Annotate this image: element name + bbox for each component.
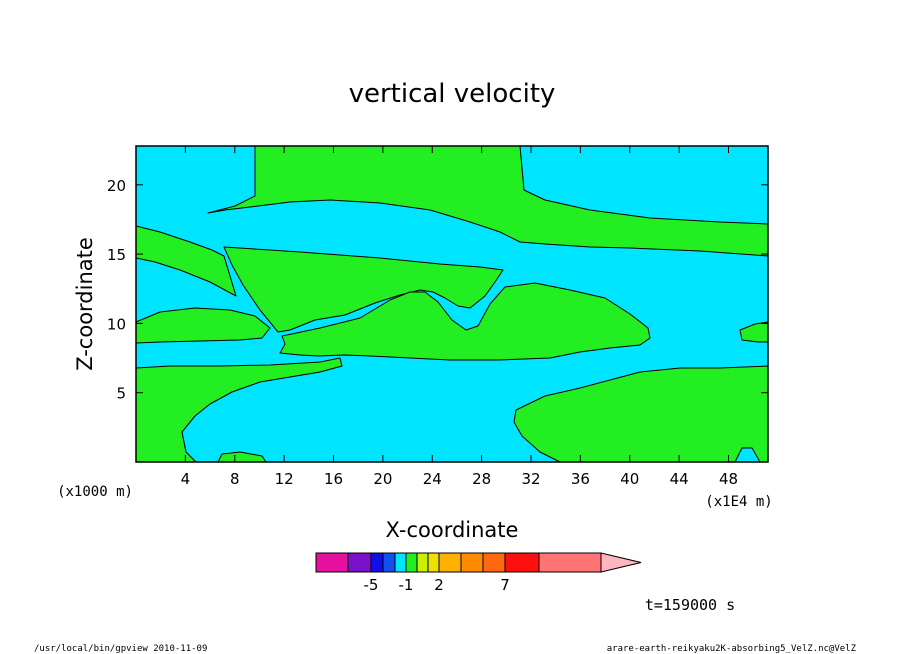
region-upper-band <box>207 145 769 257</box>
colorbar-label: 7 <box>500 576 510 594</box>
x-axis-ticks: 4 8 12 16 20 24 28 32 36 40 44 48 <box>181 146 738 488</box>
colorbar-labels: -5 -1 2 7 <box>364 576 510 594</box>
footer-right: arare-earth-reikyaku2K-absorbing5_VelZ.n… <box>607 644 857 654</box>
y-axis-ticks: 5 10 15 20 <box>107 177 768 403</box>
x-tick-label: 16 <box>324 470 343 488</box>
positive-velocity-regions <box>135 145 769 463</box>
colorbar-swatch <box>370 552 384 573</box>
colorbar-swatch <box>394 552 407 573</box>
y-unit-label: (x1000 m) <box>57 484 133 500</box>
colorbar <box>315 552 642 573</box>
plot-frame <box>135 145 769 463</box>
x-tick-label: 28 <box>472 470 491 488</box>
colorbar-swatch <box>460 552 484 573</box>
x-tick-label: 48 <box>719 470 738 488</box>
x-tick-label: 32 <box>521 470 540 488</box>
region-central-lower <box>279 282 651 361</box>
x-tick-label: 40 <box>620 470 639 488</box>
region-left-middle <box>135 307 271 344</box>
chart-title: vertical velocity <box>349 79 556 109</box>
y-tick-label: 20 <box>107 177 126 195</box>
x-tick-label: 36 <box>571 470 590 488</box>
colorbar-swatch <box>427 552 440 573</box>
x-tick-label: 20 <box>373 470 392 488</box>
y-tick-label: 5 <box>116 385 126 403</box>
region-lower-left <box>135 357 343 463</box>
colorbar-swatch <box>382 552 396 573</box>
colorbar-swatch <box>315 552 349 573</box>
colorbar-label: 2 <box>434 576 444 594</box>
x-axis-label: X-coordinate <box>386 518 519 542</box>
footer-left: /usr/local/bin/gpview 2010-11-09 <box>34 644 207 654</box>
region-central <box>223 246 504 333</box>
colorbar-swatch <box>347 552 372 573</box>
colorbar-swatch <box>438 552 462 573</box>
colorbar-swatch <box>416 552 429 573</box>
y-tick-label: 15 <box>107 246 126 264</box>
x-tick-label: 4 <box>181 470 191 488</box>
colorbar-swatch <box>504 552 540 573</box>
x-tick-label: 8 <box>230 470 240 488</box>
colorbar-arrow <box>600 552 642 573</box>
colorbar-label: -1 <box>399 576 414 594</box>
time-label: t=159000 s <box>645 596 735 614</box>
region-upper-left <box>135 225 237 297</box>
colorbar-swatch <box>538 552 602 573</box>
colorbar-label: -5 <box>364 576 379 594</box>
x-tick-label: 24 <box>423 470 442 488</box>
colorbar-swatch <box>405 552 418 573</box>
x-tick-label: 12 <box>275 470 294 488</box>
colorbar-swatch <box>482 552 506 573</box>
y-tick-label: 10 <box>107 315 126 333</box>
x-tick-label: 44 <box>670 470 689 488</box>
y-axis-label: Z-coordinate <box>73 237 97 371</box>
x-unit-label: (x1E4 m) <box>705 494 772 510</box>
